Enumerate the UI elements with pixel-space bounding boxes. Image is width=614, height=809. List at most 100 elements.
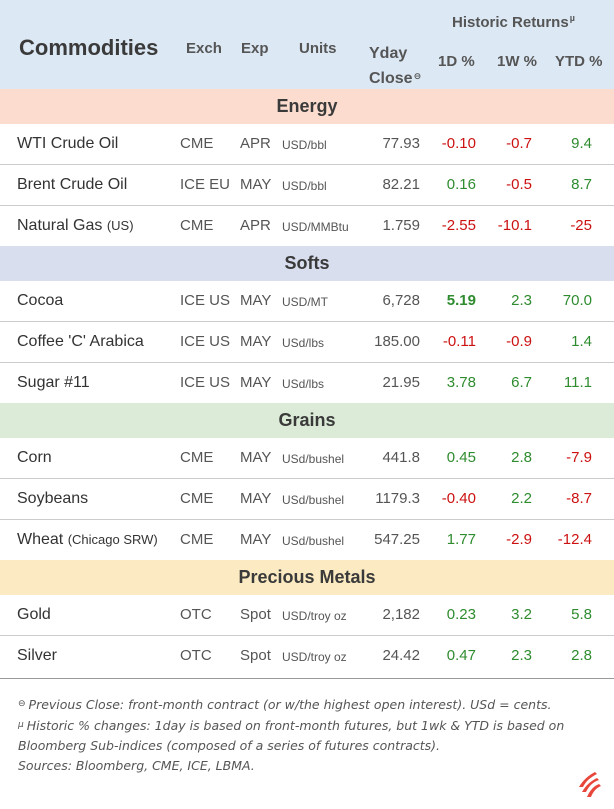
table-row: WTI Crude Oil CME APR USD/bbl 77.93 -0.1… [0,124,614,165]
row-divider [0,205,614,206]
table-row: Natural Gas (US) CME APR USD/MMBtu 1.759… [0,206,614,247]
table-header: Commodities Exch Exp Units Yday Close⊖ H… [0,0,614,89]
section-softs: Softs [0,246,614,281]
row-divider [0,321,614,322]
return-ytd: -25 [570,217,592,234]
return-ytd: 5.8 [571,606,592,623]
historic-label: Historic Returns [452,14,569,31]
historic-footnote-marker: µ [569,13,575,23]
return-1w: -0.7 [506,135,532,152]
commodity-name: Brent Crude Oil [17,176,128,193]
yday-close: 1179.3 [375,490,420,507]
col-yday-label: Yday [369,45,408,62]
return-ytd: -12.4 [557,531,592,548]
units: USD/bbl [282,138,327,152]
commodity-name: WTI Crude Oil [17,135,119,152]
flame-stripes-logo-icon [579,772,601,797]
page-title: Commodities [19,35,159,60]
return-1d: 0.47 [446,647,476,664]
exchange: ICE US [180,374,231,391]
units: USD/MMBtu [282,220,349,234]
return-1d: -0.11 [442,333,476,350]
yday-close: 24.42 [382,647,420,664]
table-row: Cocoa ICE US MAY USD/MT 6,728 5.19 2.3 7… [0,281,614,322]
exchange: OTC [180,647,212,664]
return-1w: -2.9 [506,531,532,548]
commodity-name: Cocoa [17,292,64,309]
row-divider [0,519,614,520]
expiry: MAY [240,449,272,466]
units: USd/bushel [282,493,345,507]
units: USD/bbl [282,179,327,193]
expiry: MAY [240,374,272,391]
commodity-name: Natural Gas (US) [17,217,134,234]
yday-close: 2,182 [382,606,420,623]
table-row: Sugar #11 ICE US MAY USd/lbs 21.95 3.78 … [0,363,614,404]
return-1d: 0.45 [446,449,476,466]
expiry: Spot [240,647,271,664]
return-1d: -0.40 [441,490,476,507]
exchange: CME [180,217,214,234]
col-historic-returns: Historic Returnsµ [452,13,575,31]
footnote-close: ⊖ Previous Close: front-month contract (o… [18,697,552,712]
col-1w: 1W % [497,53,538,70]
col-units: Units [299,40,337,57]
yday-close: 441.8 [382,449,420,466]
exchange: CME [180,531,214,548]
units: USD/troy oz [282,609,347,623]
expiry: Spot [240,606,271,623]
section-label: Energy [276,96,338,116]
col-yday-close: Yday Close⊖ [369,42,421,90]
exchange: ICE US [180,292,231,309]
exchange: OTC [180,606,212,623]
section-grains: Grains [0,403,614,438]
expiry: MAY [240,333,272,350]
table-row: Brent Crude Oil ICE EU MAY USD/bbl 82.21… [0,165,614,206]
return-ytd: 2.8 [571,647,592,664]
return-ytd: -8.7 [566,490,592,507]
footnote-historic: µ Historic % changes: 1day is based on fr… [18,718,565,753]
yday-close: 185.00 [374,333,420,350]
return-ytd: 1.4 [571,333,592,350]
section-precious-metals: Precious Metals [0,560,614,595]
units: USD/troy oz [282,650,347,664]
section-label: Grains [278,410,336,430]
units: USd/lbs [282,377,325,391]
return-ytd: 11.1 [563,374,592,391]
yday-close: 82.21 [382,176,420,193]
commodity-name: Soybeans [17,490,89,507]
yday-close: 1.759 [382,217,420,234]
return-ytd: 70.0 [562,292,592,309]
commodity-name: Wheat (Chicago SRW) [17,531,158,548]
return-ytd: 8.7 [571,176,592,193]
row-divider [0,635,614,636]
units: USd/lbs [282,336,325,350]
return-1d: -0.10 [441,135,476,152]
return-1w: -10.1 [497,217,532,234]
units: USD/MT [282,295,328,309]
return-1d: 3.78 [446,374,476,391]
footnotes: ⊖ Previous Close: front-month contract (o… [18,694,598,776]
table-row: Coffee 'C' Arabica ICE US MAY USd/lbs 18… [0,322,614,363]
return-1d: 1.77 [446,531,476,548]
row-divider [0,164,614,165]
col-1d: 1D % [438,53,475,70]
close-footnote-marker: ⊖ [413,71,422,81]
return-ytd: 9.4 [571,135,592,152]
table-row: Gold OTC Spot USD/troy oz 2,182 0.23 3.2… [0,595,614,636]
return-1w: -0.5 [506,176,532,193]
expiry: APR [240,135,271,152]
table-bottom-rule [0,678,614,679]
return-1w: 3.2 [511,606,532,623]
return-1w: 2.2 [511,490,532,507]
exchange: CME [180,490,214,507]
exchange: ICE US [180,333,231,350]
row-divider [0,478,614,479]
yday-close: 21.95 [382,374,420,391]
return-1d: -2.55 [441,217,476,234]
expiry: MAY [240,490,272,507]
section-energy: Energy [0,89,614,124]
section-label: Precious Metals [238,567,376,587]
expiry: MAY [240,292,272,309]
units: USd/bushel [282,452,345,466]
